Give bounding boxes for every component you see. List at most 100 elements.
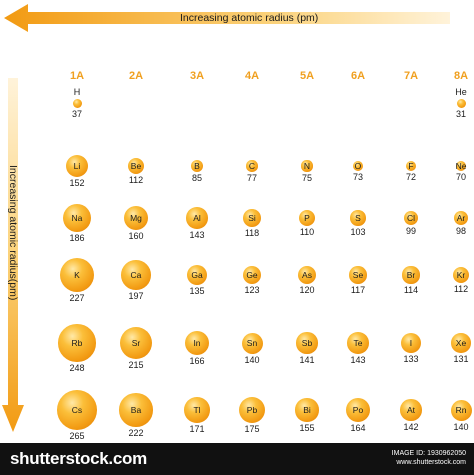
element-symbol: Rn <box>455 405 467 415</box>
atomic-radius-value: 155 <box>299 422 315 433</box>
atom-li: Li <box>65 154 89 178</box>
atom-sn: Sn <box>241 332 263 354</box>
atom-in: In <box>184 330 210 356</box>
atomic-radius-value: 143 <box>189 229 205 240</box>
atom-bi: Bi <box>295 398 319 422</box>
atomic-radius-value: 75 <box>301 172 312 183</box>
element-symbol: O <box>354 160 362 171</box>
brand-logo: shutterstock.com <box>10 449 147 468</box>
atomic-radius-value: 197 <box>128 290 144 301</box>
atomic-radius-value: 140 <box>453 421 469 432</box>
element-symbol: C <box>248 160 256 171</box>
atomic-radius-value: 166 <box>189 356 205 367</box>
atom-na: Na <box>63 204 91 232</box>
group-label-8a: 8A <box>453 70 469 82</box>
atom-k: K <box>59 257 95 293</box>
atomic-radius-value: 118 <box>244 227 260 238</box>
element-symbol: Al <box>193 212 201 223</box>
group-label-4a: 4A <box>244 70 260 82</box>
atomic-radius-value: 164 <box>350 423 366 434</box>
atom-xe: Xe <box>451 333 471 353</box>
footer-bar: shutterstock.com IMAGE ID: 1930962050 ww… <box>0 443 474 475</box>
group-label-1a: 1A <box>69 70 85 82</box>
atom-o: O <box>352 160 364 172</box>
atomic-radius-value: 227 <box>69 293 85 304</box>
atomic-radius-value: 37 <box>71 108 82 119</box>
atom-kr: Kr <box>452 266 470 284</box>
element-symbol: Ge <box>246 269 258 280</box>
element-symbol: Cl <box>406 212 415 223</box>
atom-te: Te <box>347 332 369 354</box>
atom-se: Se <box>349 266 367 284</box>
atomic-radius-value: 186 <box>69 232 85 243</box>
element-symbol: Si <box>248 212 256 223</box>
element-symbol: Sn <box>246 338 258 348</box>
atomic-radius-value: 160 <box>128 231 144 241</box>
atomic-radius-value: 110 <box>299 227 315 238</box>
element-symbol: Ba <box>130 404 142 415</box>
atom-rb: Rb <box>58 324 96 362</box>
atomic-radius-value: 248 <box>69 362 85 373</box>
atom-ge: Ge <box>242 265 262 285</box>
atomic-radius-value: 140 <box>244 354 260 365</box>
atom-i: I <box>401 333 421 353</box>
horizontal-arrow-label: Increasing atomic radius (pm) <box>180 12 319 24</box>
atom-c: C <box>246 160 258 172</box>
atomic-radius-value: 99 <box>405 226 416 237</box>
element-symbol: H <box>73 86 81 97</box>
atomic-radius-value: 114 <box>403 284 419 295</box>
atomic-radius-value: 31 <box>455 108 466 119</box>
atom-mg: Mg <box>124 206 148 230</box>
group-label-7a: 7A <box>403 70 419 82</box>
atomic-radius-value: 70 <box>455 172 466 183</box>
element-symbol: N <box>303 161 311 171</box>
image-id-block: IMAGE ID: 1930962050 www.shutterstock.co… <box>392 449 466 467</box>
group-label-6a: 6A <box>350 70 366 82</box>
atom-ba: Ba <box>119 393 153 427</box>
atom-at: At <box>400 399 422 421</box>
atomic-radius-value: 265 <box>69 430 85 441</box>
group-label-5a: 5A <box>299 70 315 82</box>
atomic-radius-value: 85 <box>191 173 202 184</box>
element-symbol: As <box>302 270 312 280</box>
atom-s: S <box>350 210 366 226</box>
horizontal-arrow <box>4 4 450 32</box>
atom-sr: Sr <box>119 326 153 360</box>
element-symbol: At <box>406 404 415 415</box>
atom-he <box>456 98 466 108</box>
element-symbol: P <box>304 213 310 223</box>
atomic-radius-value: 112 <box>128 175 144 186</box>
atom-cl: Cl <box>403 210 419 226</box>
atom-ar: Ar <box>453 210 469 226</box>
atom-be: Be <box>127 157 145 175</box>
element-symbol: Ar <box>456 212 466 223</box>
image-id: IMAGE ID: 1930962050 <box>391 450 466 457</box>
vertical-arrow <box>2 78 24 432</box>
site-url: www.shutterstock.com <box>396 459 466 466</box>
atomic-radius-value: 73 <box>352 172 363 183</box>
element-symbol: Sb <box>301 337 313 348</box>
atom-f: F <box>405 160 417 172</box>
group-label-2a: 2A <box>128 70 144 82</box>
element-symbol: S <box>355 212 361 223</box>
atomic-radius-value: 135 <box>189 286 205 297</box>
element-symbol: Tl <box>193 404 201 415</box>
atom-sb: Sb <box>296 332 318 354</box>
element-symbol: Na <box>71 212 83 223</box>
atom-al: Al <box>186 207 208 229</box>
element-symbol: Be <box>130 160 142 171</box>
atom-as: As <box>298 266 316 284</box>
atomic-radius-value: 117 <box>350 284 366 295</box>
element-symbol: Te <box>353 337 363 348</box>
atom-p: P <box>298 209 316 227</box>
atom-po: Po <box>345 397 371 423</box>
element-symbol: In <box>193 337 201 348</box>
atom-si: Si <box>243 209 261 227</box>
atomic-radius-value: 152 <box>69 178 85 189</box>
atom-tl: Tl <box>184 397 210 423</box>
element-symbol: Rb <box>71 337 83 348</box>
atomic-radius-value: 77 <box>246 172 257 183</box>
element-symbol: Cs <box>71 405 83 415</box>
atom-ca: Ca <box>121 260 151 290</box>
